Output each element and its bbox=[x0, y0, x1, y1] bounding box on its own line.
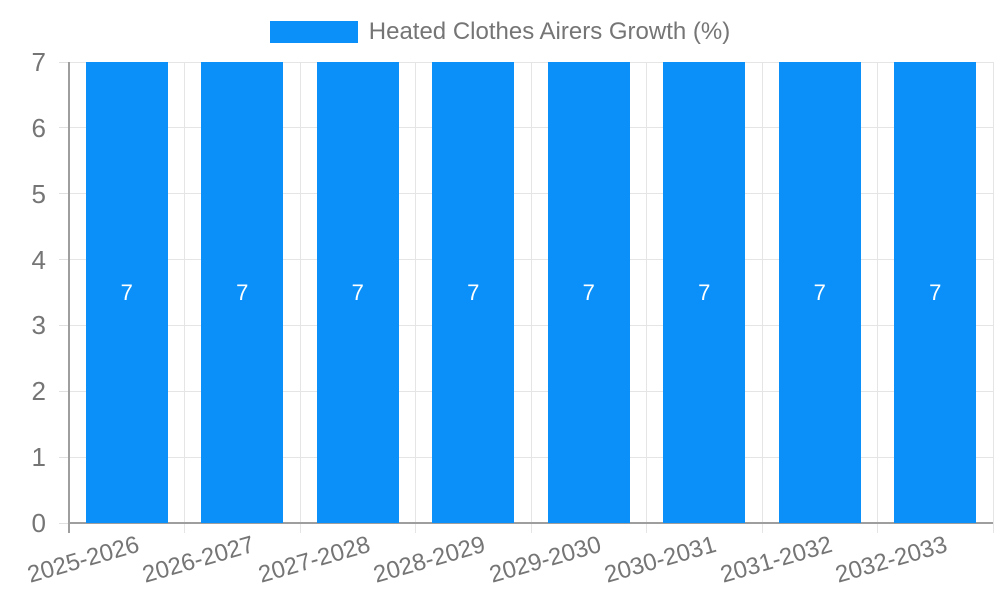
category-gridline bbox=[299, 62, 301, 533]
bar[interactable] bbox=[663, 62, 746, 523]
x-axis-line bbox=[69, 522, 993, 524]
y-axis-tick-label: 5 bbox=[31, 178, 46, 209]
y-tick-mark bbox=[59, 127, 69, 129]
category-gridline bbox=[877, 62, 878, 533]
category-gridline bbox=[646, 62, 647, 533]
x-axis-tick-label: 2025-2026 bbox=[24, 531, 143, 589]
category-gridline bbox=[184, 62, 185, 533]
bar[interactable] bbox=[85, 62, 168, 523]
y-axis-tick-label: 4 bbox=[31, 244, 46, 275]
bar-value-label: 7 bbox=[582, 279, 595, 305]
category-gridline bbox=[530, 62, 532, 533]
y-axis-tick-label: 1 bbox=[31, 442, 46, 473]
y-axis-tick-label: 0 bbox=[31, 508, 46, 538]
y-tick-mark bbox=[59, 390, 69, 392]
bar-value-label: 7 bbox=[120, 279, 133, 305]
y-axis-tick-label: 2 bbox=[31, 376, 46, 407]
x-axis-tick-label: 2031-2032 bbox=[717, 531, 836, 589]
category-gridline bbox=[415, 62, 416, 533]
y-axis-line bbox=[68, 62, 70, 533]
bar-value-label: 7 bbox=[698, 279, 711, 305]
x-axis-tick-label: 2032-2033 bbox=[832, 531, 951, 589]
bar[interactable] bbox=[432, 62, 515, 523]
legend[interactable]: Heated Clothes Airers Growth (%) bbox=[0, 16, 1000, 48]
bar-value-label: 7 bbox=[813, 279, 826, 305]
y-tick-mark bbox=[59, 456, 69, 458]
y-tick-mark bbox=[59, 522, 69, 524]
legend-swatch[interactable] bbox=[269, 21, 358, 43]
bar-value-label: 7 bbox=[236, 279, 249, 305]
x-axis-tick-label: 2029-2030 bbox=[486, 531, 605, 589]
x-axis-tick-label: 2028-2029 bbox=[370, 531, 489, 589]
y-tick-mark bbox=[59, 259, 69, 261]
bar[interactable] bbox=[894, 62, 977, 523]
x-axis-tick-label: 2026-2027 bbox=[139, 531, 258, 589]
bar[interactable] bbox=[201, 62, 284, 523]
x-axis-tick-label: 2027-2028 bbox=[255, 531, 374, 589]
bar-value-label: 7 bbox=[467, 279, 480, 305]
y-tick-mark bbox=[59, 324, 69, 326]
bar-value-label: 7 bbox=[929, 279, 942, 305]
bar-value-label: 7 bbox=[351, 279, 364, 305]
bar[interactable] bbox=[547, 62, 630, 523]
y-axis-tick-label: 3 bbox=[31, 310, 46, 341]
bar[interactable] bbox=[778, 62, 861, 523]
y-tick-mark bbox=[59, 61, 69, 63]
legend-label: Heated Clothes Airers Growth (%) bbox=[368, 18, 731, 45]
y-axis-tick-label: 7 bbox=[31, 47, 46, 77]
x-axis-tick-label: 2030-2031 bbox=[601, 531, 720, 589]
category-gridline bbox=[992, 62, 994, 533]
bar[interactable] bbox=[316, 62, 399, 523]
y-axis-tick-label: 6 bbox=[31, 112, 46, 143]
y-tick-mark bbox=[59, 193, 69, 195]
category-gridline bbox=[761, 62, 763, 533]
